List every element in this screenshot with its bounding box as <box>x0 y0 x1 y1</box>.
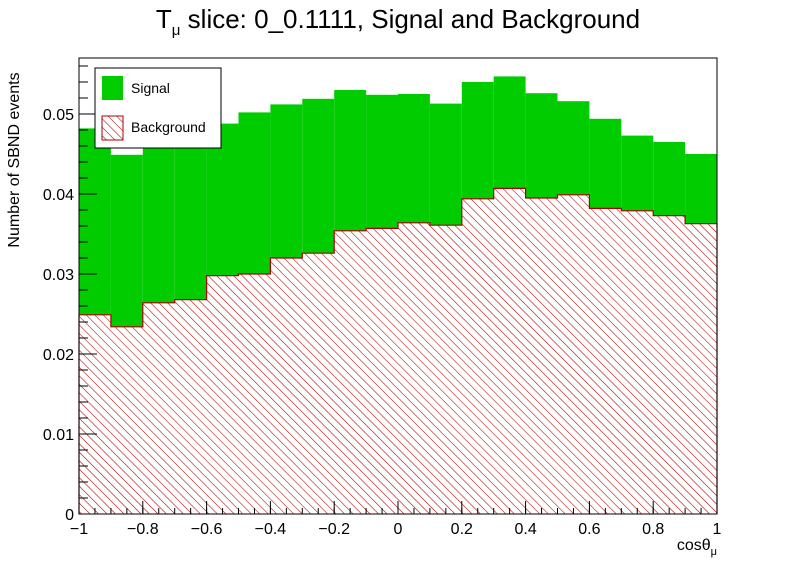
background-bar <box>589 208 622 514</box>
signal-bar <box>429 103 462 226</box>
background-bar <box>398 222 430 515</box>
x-tick-label: −1 <box>70 521 88 538</box>
background-bar <box>557 194 590 515</box>
signal-bar <box>238 112 271 275</box>
x-tick-label: 0.6 <box>578 521 600 538</box>
y-tick-label: 0.02 <box>43 347 74 364</box>
x-tick-label: 0.2 <box>451 521 473 538</box>
x-axis-title: cosθμ <box>677 537 717 558</box>
background-bar <box>110 326 143 514</box>
signal-bar <box>270 104 303 259</box>
legend-swatch-background <box>101 115 124 141</box>
signal-bar <box>79 128 111 315</box>
x-tick-label: −0.8 <box>127 521 159 538</box>
background-bar <box>461 198 494 515</box>
background-bar <box>302 253 335 514</box>
background-bar <box>621 210 654 515</box>
axis-ticks <box>78 65 718 515</box>
background-bar <box>366 228 398 514</box>
signal-bar <box>302 98 335 254</box>
background-bar <box>525 198 558 514</box>
background-outline <box>78 187 718 514</box>
signal-bar <box>493 76 526 189</box>
signal-bar <box>557 101 590 195</box>
background-bar <box>685 223 717 514</box>
background-bar <box>174 299 207 514</box>
background-bar <box>334 230 367 515</box>
signal-bar <box>206 123 239 276</box>
signal-bar <box>398 94 430 223</box>
background-bar <box>79 314 111 514</box>
x-tick-label: 0 <box>394 521 403 538</box>
x-tick-label: −0.6 <box>191 521 223 538</box>
tick-labels: −1 −0.8 −0.6 −0.4 −0.2 0 0.2 0.4 0.6 0.8 1 0 0.01 0.0… <box>43 107 722 538</box>
y-axis-title: Number of SBND events <box>6 72 23 247</box>
background-bar <box>238 274 271 514</box>
y-tick-label: 0.04 <box>43 187 74 204</box>
signal-bar <box>525 93 558 198</box>
signal-bar <box>366 94 398 229</box>
signal-bar <box>110 154 143 327</box>
signal-bar <box>174 134 207 300</box>
legend-label-signal: Signal <box>131 80 170 96</box>
x-tick-label: 1 <box>713 521 722 538</box>
legend: Signal Background <box>94 67 222 149</box>
chart-title: Tμ slice: 0_0.1111, Signal and Backgroun… <box>156 4 640 39</box>
background-bar <box>429 225 462 514</box>
signal-bar <box>461 82 494 199</box>
signal-bar <box>589 118 622 209</box>
signal-bar <box>142 139 175 303</box>
signal-bar <box>334 90 367 231</box>
signal-bar <box>653 142 686 216</box>
x-tick-label: 0.8 <box>642 521 664 538</box>
x-tick-label: 0.4 <box>514 521 536 538</box>
background-bar <box>653 215 686 514</box>
y-tick-label: 0 <box>65 507 74 524</box>
legend-swatch-signal <box>102 76 123 100</box>
y-tick-label: 0.01 <box>43 427 74 444</box>
signal-bar <box>685 154 717 224</box>
background-bar <box>270 258 303 514</box>
background-bar <box>206 275 239 514</box>
background-bar <box>493 188 526 514</box>
y-tick-label: 0.03 <box>43 267 74 284</box>
x-tick-label: −0.4 <box>255 521 287 538</box>
background-bar <box>142 302 175 514</box>
legend-label-background: Background <box>131 119 206 135</box>
bars-layer <box>78 76 718 515</box>
signal-bar <box>621 135 654 211</box>
y-tick-label: 0.05 <box>43 107 74 124</box>
x-tick-label: −0.2 <box>318 521 350 538</box>
